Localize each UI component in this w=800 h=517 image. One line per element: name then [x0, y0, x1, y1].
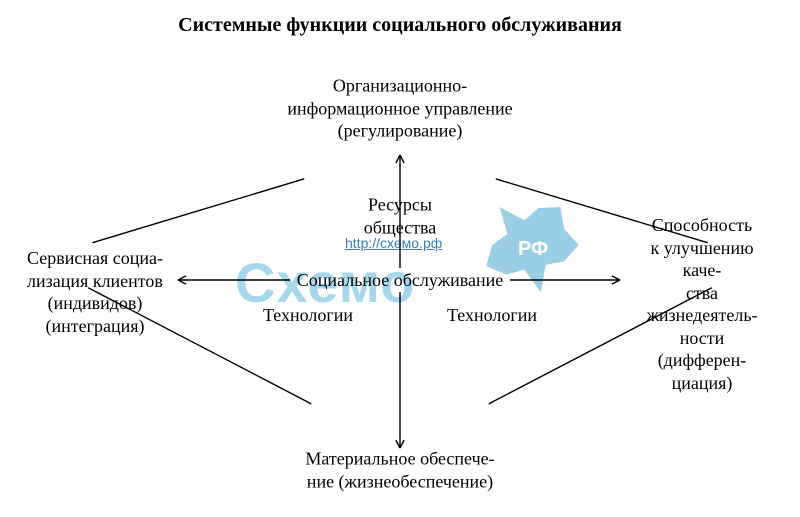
watermark-badge: РФ — [518, 238, 548, 261]
page-title: Системные функции социального обслуживан… — [0, 14, 800, 37]
node-center-top-label: Ресурсы общества — [364, 194, 437, 239]
node-tech-right-label: Технологии — [447, 304, 537, 327]
node-right: Способность к улучшению каче- ства жизне… — [646, 214, 757, 394]
node-center: Социальное обслуживание — [297, 269, 503, 292]
node-left: Сервисная социа- лизация клиентов (индив… — [27, 247, 163, 337]
node-bottom: Материальное обеспече- ние (жизнеобеспеч… — [305, 448, 494, 493]
node-tech-left-label: Технологии — [263, 304, 353, 327]
node-top: Организационно- информационное управлени… — [287, 74, 512, 142]
